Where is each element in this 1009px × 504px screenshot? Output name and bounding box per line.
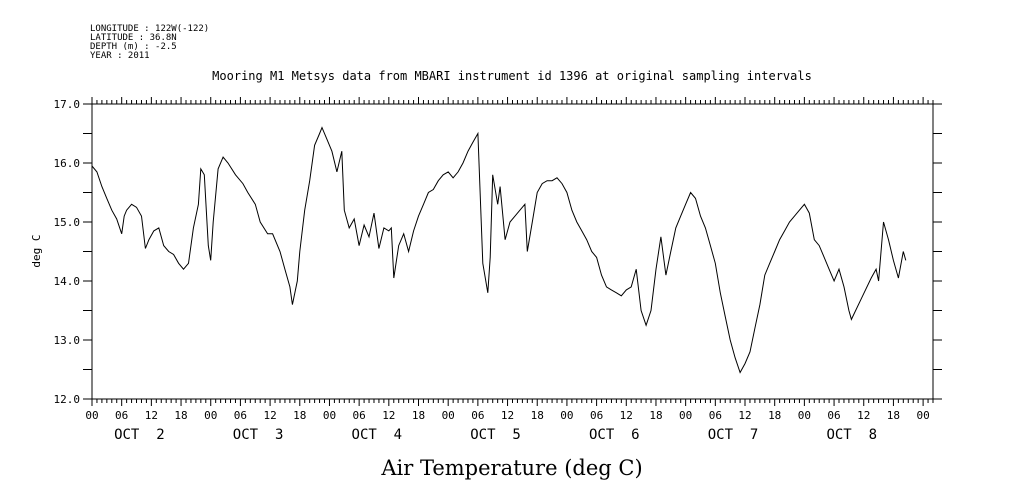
chart-title: Mooring M1 Metsys data from MBARI instru… [212, 69, 812, 83]
day-label: OCT 5 [470, 427, 521, 443]
x-tick-label: 18 [412, 409, 425, 422]
x-tick-label: 18 [174, 409, 187, 422]
x-tick-label: 18 [768, 409, 781, 422]
x-tick-label: 00 [85, 409, 98, 422]
x-tick-label: 12 [382, 409, 395, 422]
x-tick-label: 00 [916, 409, 929, 422]
y-tick-label: 12.0 [54, 393, 81, 406]
x-tick-label: 12 [738, 409, 751, 422]
x-tick-label: 00 [798, 409, 811, 422]
axis-ticks [83, 97, 942, 406]
metadata-block: LONGITUDE : 122W(-122) LATITUDE : 36.8N … [90, 24, 209, 61]
x-tick-labels: 00 06 12 18 00 06 12 18 00 06 12 18 00 06 12 18 00 06 12 18… [85, 409, 929, 422]
longitude-text: LONGITUDE : 122W(-122) [90, 24, 209, 34]
day-label: OCT 3 [233, 427, 284, 443]
x-tick-label: 12 [501, 409, 514, 422]
x-tick-label: 18 [293, 409, 306, 422]
x-tick-label: 00 [679, 409, 692, 422]
year-text: YEAR : 2011 [90, 51, 150, 61]
x-tick-label: 00 [442, 409, 455, 422]
x-tick-label: 12 [857, 409, 870, 422]
x-tick-label: 06 [827, 409, 840, 422]
x-tick-label: 00 [204, 409, 217, 422]
x-tick-label: 06 [709, 409, 722, 422]
x-tick-label: 18 [649, 409, 662, 422]
x-tick-label: 12 [263, 409, 276, 422]
plot-frame [91, 103, 934, 400]
x-tick-label: 06 [115, 409, 128, 422]
latitude-text: LATITUDE : 36.8N [90, 33, 177, 43]
x-tick-label: 06 [590, 409, 603, 422]
day-label: OCT 8 [826, 427, 877, 443]
air-temperature-line [91, 126, 907, 374]
y-tick-labels: 12.0 13.0 14.0 15.0 16.0 17.0 [54, 98, 81, 406]
x-tick-label: 00 [323, 409, 336, 422]
x-tick-label: 06 [234, 409, 247, 422]
x-axis-label: Air Temperature (deg C) [380, 456, 642, 480]
y-tick-label: 13.0 [54, 334, 81, 347]
x-tick-label: 12 [145, 409, 158, 422]
x-tick-label: 12 [620, 409, 633, 422]
y-tick-label: 15.0 [54, 216, 81, 229]
x-tick-label: 06 [471, 409, 484, 422]
day-label: OCT 7 [708, 427, 759, 443]
y-axis-label: deg C [30, 234, 43, 267]
x-tick-label: 00 [560, 409, 573, 422]
x-tick-label: 06 [353, 409, 366, 422]
day-labels: OCT 2 OCT 3 OCT 4 OCT 5 OCT 6 OCT 7 OCT 8 [114, 427, 877, 443]
y-tick-label: 17.0 [54, 98, 81, 111]
day-label: OCT 4 [352, 427, 403, 443]
y-tick-label: 14.0 [54, 275, 81, 288]
day-label: OCT 6 [589, 427, 640, 443]
day-label: OCT 2 [114, 427, 165, 443]
depth-text: DEPTH (m) : -2.5 [90, 42, 177, 52]
x-tick-label: 18 [531, 409, 544, 422]
y-tick-label: 16.0 [54, 157, 81, 170]
x-tick-label: 18 [887, 409, 900, 422]
